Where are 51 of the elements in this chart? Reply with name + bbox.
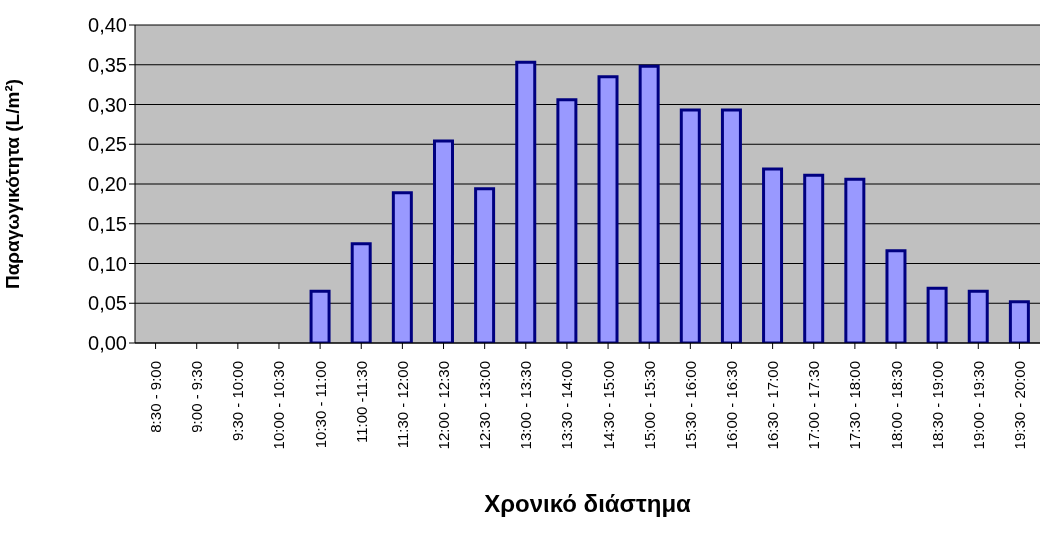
x-tick-label: 15:30 - 16:00 bbox=[681, 361, 699, 450]
y-tick-label: 0,00 bbox=[88, 332, 127, 355]
bar bbox=[967, 289, 989, 343]
x-axis-title: Χρονικό διάστημα bbox=[484, 490, 692, 517]
bar bbox=[515, 60, 537, 343]
bar bbox=[926, 286, 948, 343]
y-tick-label: 0,15 bbox=[88, 212, 127, 235]
bar bbox=[597, 75, 619, 343]
bar bbox=[762, 167, 784, 343]
x-tick-label: 9:00 - 9:30 bbox=[188, 361, 206, 433]
x-tick-label: 8:30 - 9:00 bbox=[147, 361, 165, 433]
bar bbox=[844, 177, 866, 343]
y-tick-label: 0,30 bbox=[88, 93, 127, 116]
x-tick-label: 13:30 - 14:00 bbox=[558, 361, 576, 450]
bar bbox=[350, 242, 372, 343]
x-tick-label: 14:30 - 15:00 bbox=[599, 361, 617, 450]
bar bbox=[309, 289, 331, 343]
y-tick-label: 0,35 bbox=[88, 53, 127, 76]
x-tick-label: 17:30 - 18:00 bbox=[846, 361, 864, 450]
x-tick-label: 9:30 - 10:00 bbox=[229, 361, 247, 442]
x-tick-label: 11:00 -11:30 bbox=[352, 361, 370, 444]
bar bbox=[679, 108, 701, 343]
bar bbox=[638, 64, 660, 343]
x-tick-label: 10:30 - 11:00 bbox=[311, 361, 329, 449]
y-tick-label: 0,05 bbox=[88, 292, 127, 315]
x-tick-label: 18:30 - 19:00 bbox=[928, 361, 946, 450]
y-axis-title: Παραγωγικότητα (L/m²) bbox=[1, 78, 23, 290]
x-tick-label: 13:00 - 13:30 bbox=[517, 361, 535, 450]
y-tick-label: 0,25 bbox=[88, 133, 127, 156]
bar bbox=[474, 187, 496, 343]
bar bbox=[803, 173, 825, 343]
bar bbox=[556, 98, 578, 343]
x-tick-label: 19:00 - 19:30 bbox=[969, 361, 987, 450]
x-tick-label: 12:00 - 12:30 bbox=[435, 361, 453, 450]
x-tick-label: 10:00 - 10:30 bbox=[270, 361, 288, 450]
x-tick-label: 11:30 - 12:00 bbox=[393, 361, 411, 449]
y-tick-label: 0,10 bbox=[88, 252, 127, 275]
x-tick-label: 12:30 - 13:00 bbox=[476, 361, 494, 450]
x-tick-label: 16:00 - 16:30 bbox=[722, 361, 740, 450]
bar bbox=[391, 191, 413, 343]
bar bbox=[432, 139, 454, 343]
bar bbox=[885, 249, 907, 343]
x-tick-label: 19:30 - 20:00 bbox=[1010, 361, 1028, 450]
y-tick-label: 0,40 bbox=[88, 14, 127, 37]
bar bbox=[720, 108, 742, 343]
x-tick-label: 18:00 - 18:30 bbox=[887, 361, 905, 450]
bar bbox=[1008, 300, 1030, 343]
x-tick-label: 17:00 - 17:30 bbox=[805, 361, 823, 450]
y-tick-label: 0,20 bbox=[88, 173, 127, 196]
x-tick-label: 16:30 - 17:00 bbox=[764, 361, 782, 450]
x-tick-label: 15:00 - 15:30 bbox=[640, 361, 658, 450]
